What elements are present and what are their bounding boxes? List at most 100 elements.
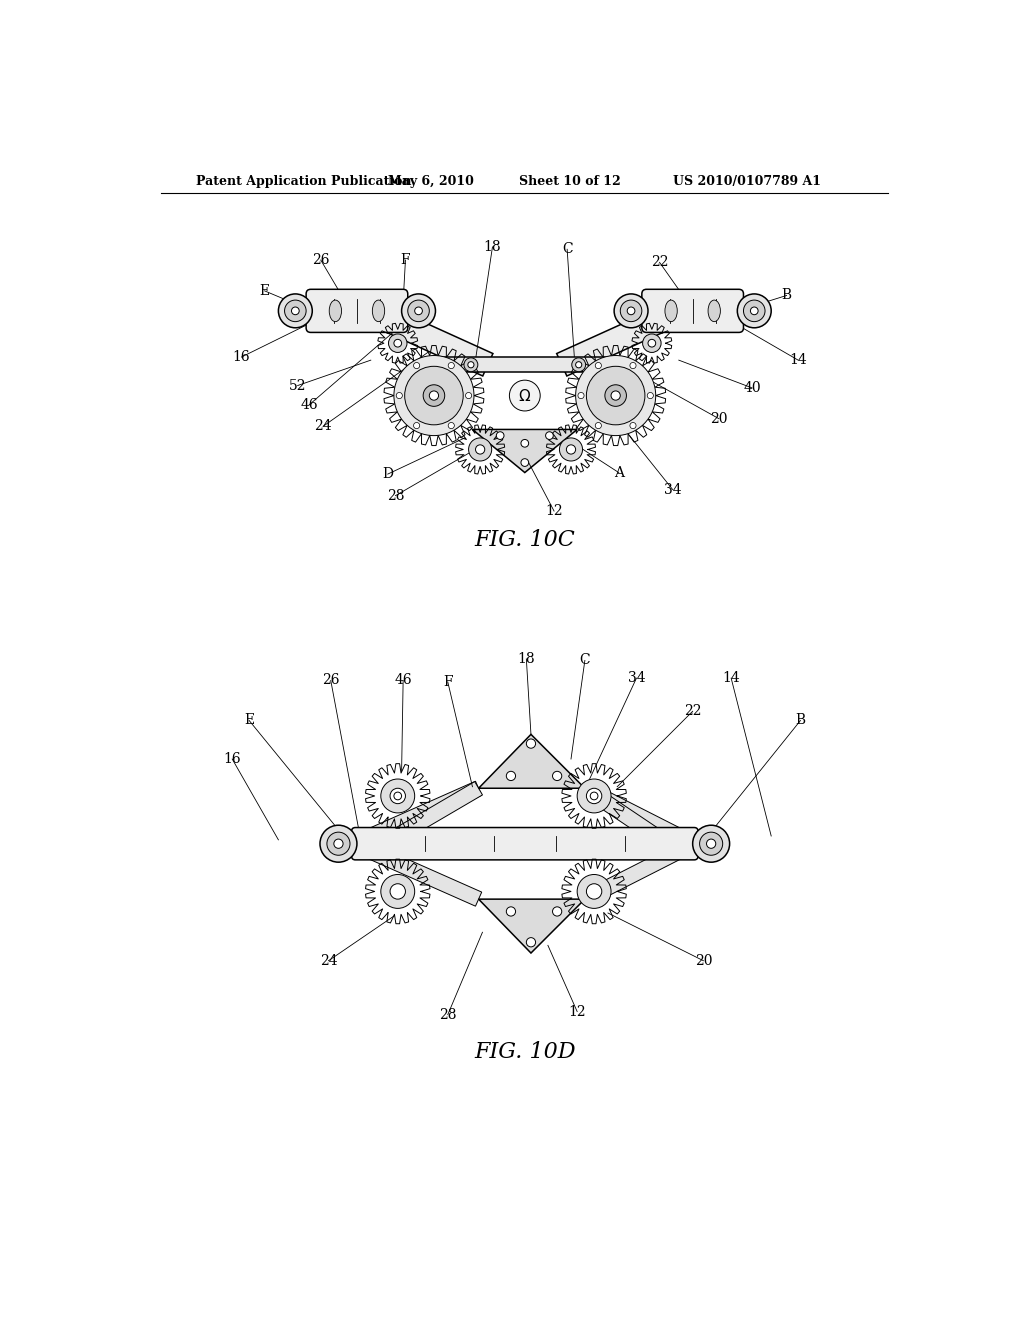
Text: 12: 12 bbox=[545, 504, 563, 517]
Polygon shape bbox=[582, 781, 682, 843]
Circle shape bbox=[526, 937, 536, 946]
Circle shape bbox=[630, 363, 636, 368]
Circle shape bbox=[628, 308, 635, 314]
Circle shape bbox=[521, 459, 528, 466]
Circle shape bbox=[587, 367, 645, 425]
Circle shape bbox=[464, 358, 478, 372]
Circle shape bbox=[553, 771, 562, 780]
Text: 22: 22 bbox=[651, 255, 669, 269]
Text: Patent Application Publication: Patent Application Publication bbox=[196, 176, 412, 187]
Circle shape bbox=[587, 788, 602, 804]
Circle shape bbox=[571, 358, 586, 372]
FancyBboxPatch shape bbox=[642, 289, 743, 333]
Polygon shape bbox=[432, 358, 617, 372]
Circle shape bbox=[414, 363, 420, 368]
Text: 20: 20 bbox=[710, 412, 728, 425]
Text: 14: 14 bbox=[722, 671, 740, 685]
Circle shape bbox=[394, 792, 401, 800]
Text: 26: 26 bbox=[322, 673, 340, 688]
Polygon shape bbox=[582, 845, 682, 906]
Circle shape bbox=[388, 334, 407, 352]
Polygon shape bbox=[478, 734, 585, 788]
Ellipse shape bbox=[665, 300, 677, 322]
Text: US 2010/0107789 A1: US 2010/0107789 A1 bbox=[673, 176, 820, 187]
Circle shape bbox=[590, 792, 598, 800]
Ellipse shape bbox=[330, 300, 342, 322]
Circle shape bbox=[423, 385, 444, 407]
Circle shape bbox=[506, 907, 515, 916]
Circle shape bbox=[381, 875, 415, 908]
Polygon shape bbox=[368, 781, 481, 843]
Text: 12: 12 bbox=[568, 1005, 586, 1019]
Circle shape bbox=[390, 884, 406, 899]
Text: 40: 40 bbox=[743, 381, 761, 395]
FancyBboxPatch shape bbox=[351, 828, 698, 859]
Circle shape bbox=[595, 422, 601, 429]
Circle shape bbox=[614, 294, 648, 327]
Polygon shape bbox=[478, 899, 585, 953]
Text: 18: 18 bbox=[483, 240, 502, 253]
Text: B: B bbox=[781, 289, 792, 302]
Circle shape bbox=[466, 392, 472, 399]
Circle shape bbox=[648, 339, 655, 347]
Circle shape bbox=[327, 832, 350, 855]
Text: 28: 28 bbox=[387, 488, 404, 503]
Circle shape bbox=[390, 788, 406, 804]
Text: F: F bbox=[443, 675, 453, 689]
Text: C: C bbox=[562, 243, 572, 256]
Circle shape bbox=[595, 363, 601, 368]
Circle shape bbox=[699, 832, 723, 855]
Circle shape bbox=[553, 907, 562, 916]
Text: A: A bbox=[613, 466, 624, 479]
Circle shape bbox=[469, 438, 492, 461]
Text: $\Omega$: $\Omega$ bbox=[518, 388, 531, 404]
Circle shape bbox=[605, 385, 627, 407]
Text: FIG. 10C: FIG. 10C bbox=[474, 528, 575, 550]
Circle shape bbox=[692, 825, 730, 862]
Polygon shape bbox=[368, 845, 481, 907]
Circle shape bbox=[743, 300, 765, 322]
Circle shape bbox=[415, 308, 422, 314]
Text: E: E bbox=[244, 714, 254, 727]
Text: B: B bbox=[796, 714, 806, 727]
Polygon shape bbox=[581, 781, 683, 858]
Text: F: F bbox=[400, 253, 411, 267]
Circle shape bbox=[449, 422, 455, 429]
Circle shape bbox=[578, 875, 611, 908]
Circle shape bbox=[319, 825, 357, 862]
Circle shape bbox=[578, 779, 611, 813]
Circle shape bbox=[575, 355, 655, 436]
Circle shape bbox=[521, 440, 528, 447]
Polygon shape bbox=[472, 429, 578, 473]
Circle shape bbox=[497, 432, 504, 440]
Circle shape bbox=[575, 362, 582, 368]
Text: 34: 34 bbox=[664, 483, 681, 496]
Text: D: D bbox=[382, 467, 393, 480]
Circle shape bbox=[647, 392, 653, 399]
Circle shape bbox=[429, 391, 438, 400]
Text: 22: 22 bbox=[684, 705, 701, 718]
Ellipse shape bbox=[708, 300, 720, 322]
Text: 14: 14 bbox=[790, 354, 807, 367]
Circle shape bbox=[475, 445, 484, 454]
Circle shape bbox=[526, 739, 536, 748]
Circle shape bbox=[408, 300, 429, 322]
Text: 16: 16 bbox=[223, 752, 241, 766]
Circle shape bbox=[381, 779, 415, 813]
Circle shape bbox=[506, 771, 515, 780]
Circle shape bbox=[751, 308, 758, 314]
Text: C: C bbox=[580, 653, 590, 668]
Circle shape bbox=[630, 422, 636, 429]
Text: May 6, 2010: May 6, 2010 bbox=[388, 176, 474, 187]
Polygon shape bbox=[557, 301, 682, 376]
Text: 34: 34 bbox=[628, 671, 645, 685]
Text: 18: 18 bbox=[517, 652, 536, 665]
Circle shape bbox=[401, 294, 435, 327]
Text: 20: 20 bbox=[694, 954, 712, 968]
Text: Sheet 10 of 12: Sheet 10 of 12 bbox=[518, 176, 621, 187]
Polygon shape bbox=[367, 781, 482, 858]
Circle shape bbox=[414, 422, 420, 429]
Circle shape bbox=[449, 363, 455, 368]
Circle shape bbox=[285, 300, 306, 322]
Circle shape bbox=[621, 300, 642, 322]
